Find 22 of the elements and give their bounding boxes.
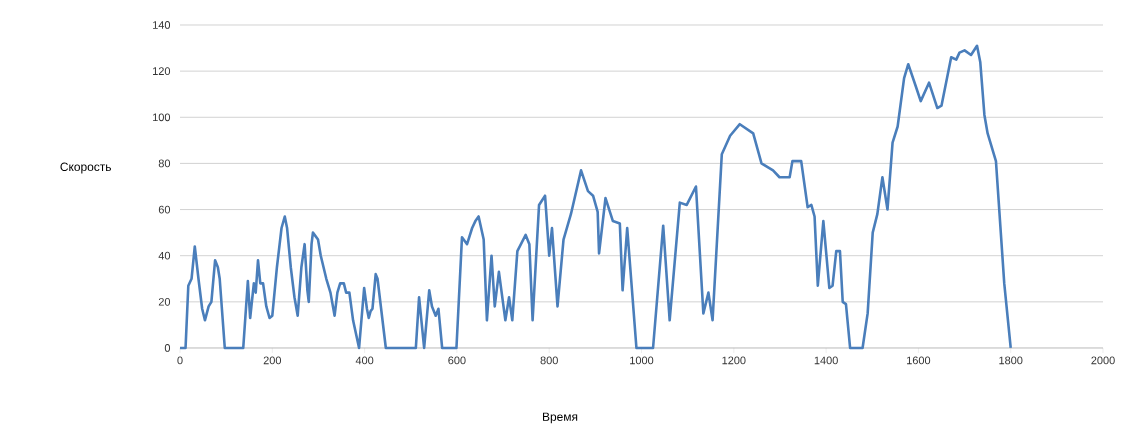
y-tick-label: 120: [153, 67, 171, 76]
y-axis-title: Скорость: [60, 162, 111, 174]
x-tick-label: 400: [355, 356, 374, 365]
y-tick-label: 20: [158, 297, 171, 306]
y-tick-label: 140: [153, 21, 171, 29]
x-tick-label: 1200: [722, 356, 746, 365]
line-series: [178, 44, 1013, 350]
x-tick-label: 800: [540, 356, 558, 365]
y-tick-label: 60: [158, 205, 171, 214]
x-tick-label: 1000: [630, 356, 654, 365]
y-tick-label: 80: [158, 159, 171, 168]
x-tick-label: 200: [263, 356, 282, 365]
x-axis-title: Время: [543, 412, 578, 424]
y-tick-label: 40: [158, 251, 171, 260]
x-tick-label: 1400: [814, 356, 838, 365]
y-tick-label: 100: [153, 113, 171, 122]
y-tick-label: 0: [164, 344, 171, 352]
x-tick-label: 1600: [907, 356, 931, 365]
x-tick-label: 600: [448, 356, 466, 365]
x-tick-label: 0: [177, 356, 183, 365]
x-tick-label: 2000: [1091, 356, 1115, 365]
x-tick-label: 1800: [999, 356, 1023, 365]
